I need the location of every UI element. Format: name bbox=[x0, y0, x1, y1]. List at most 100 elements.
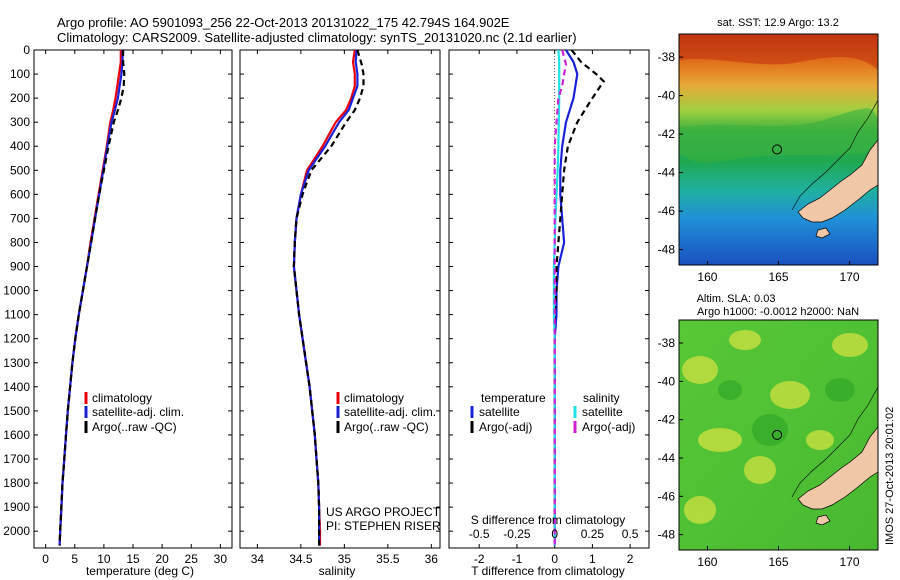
sla-map-title-line-1: Altim. SLA: 0.03 bbox=[697, 293, 776, 305]
sst-float-marker bbox=[772, 144, 783, 155]
sla-map bbox=[679, 320, 878, 550]
x-tick-label: -2 bbox=[474, 552, 485, 566]
y-tick-label: 800 bbox=[10, 235, 30, 249]
y-tick-label: 700 bbox=[10, 211, 30, 225]
x-tick-label: 36 bbox=[425, 552, 439, 566]
x-tick-label: 35.5 bbox=[376, 552, 400, 566]
x-tick-label: 30 bbox=[214, 552, 228, 566]
map-x-tick-label: 165 bbox=[768, 270, 788, 284]
y-tick-label: 1700 bbox=[3, 452, 30, 466]
legend-s-satellite-label: satellite bbox=[582, 405, 623, 419]
x-tick-label: 34.5 bbox=[289, 552, 313, 566]
x-tick-label: 0 bbox=[551, 552, 558, 566]
s-difference-label: S difference from climatology bbox=[471, 513, 626, 527]
legend-climatology-label: climatology bbox=[92, 391, 152, 405]
y-tick-label: 600 bbox=[10, 187, 30, 201]
map-y-tick-label: -38 bbox=[658, 336, 676, 350]
x-tick-label: 0 bbox=[42, 552, 49, 566]
salinity-xlabel: salinity bbox=[319, 564, 356, 578]
map-y-tick-label: -44 bbox=[658, 451, 676, 465]
series-line-argo-raw-qc- bbox=[292, 49, 365, 546]
x-tick-label: 34 bbox=[251, 552, 265, 566]
y-tick-label: 1400 bbox=[3, 380, 30, 394]
s-tick-label: -0.25 bbox=[503, 527, 531, 541]
y-tick-label: 1900 bbox=[3, 500, 30, 514]
x-tick-label: 25 bbox=[185, 552, 199, 566]
difference-legend: temperature salinity satellite Argo(-adj… bbox=[470, 391, 635, 434]
y-tick-label: 300 bbox=[10, 115, 30, 129]
map-y-tick-label: -46 bbox=[658, 489, 676, 503]
series-line-temperature-argo-adj- bbox=[553, 49, 606, 546]
map-y-tick-label: -40 bbox=[658, 374, 676, 388]
y-tick-label: 900 bbox=[10, 260, 30, 274]
legend-t-satellite-label: satellite bbox=[479, 405, 520, 419]
sst-map-ticks: 160 165 170 -38 -40 -42 -44 -46 -48 bbox=[658, 50, 860, 284]
salinity-legend: climatology satellite-adj. clim. Argo(..… bbox=[336, 391, 436, 434]
series-line-salinity-argo-adj- bbox=[553, 49, 568, 546]
y-tick-label: 500 bbox=[10, 163, 30, 177]
x-tick-label: 35 bbox=[338, 552, 352, 566]
land-stewart-island bbox=[815, 514, 831, 526]
map-x-tick-label: 160 bbox=[697, 270, 717, 284]
x-tick-label: 1 bbox=[589, 552, 596, 566]
map-x-tick-label: 170 bbox=[840, 555, 860, 569]
project-annotation-line-2: PI: STEPHEN RISER bbox=[326, 519, 441, 533]
legend-satellite-label: satellite-adj. clim. bbox=[344, 405, 436, 419]
x-tick-label: 10 bbox=[97, 552, 111, 566]
sla-low-blobs bbox=[718, 378, 855, 446]
map-x-tick-label: 160 bbox=[697, 555, 717, 569]
series-line-climatology bbox=[292, 49, 356, 546]
temperature-axes: 0100200300400500600700800900100011001200… bbox=[3, 43, 233, 566]
imos-timestamp: IMOS 27-Oct-2013 20:01:02 bbox=[884, 407, 896, 545]
t-difference-xlabel: T difference from climatology bbox=[471, 564, 625, 578]
y-tick-label: 200 bbox=[10, 91, 30, 105]
s-difference-tick-labels: -0.5 -0.25 0 0.25 0.5 bbox=[469, 527, 639, 541]
sst-mid-band bbox=[679, 108, 878, 163]
map-y-tick-label: -42 bbox=[658, 413, 676, 427]
coast-contour bbox=[791, 386, 878, 498]
x-tick-label: 2 bbox=[627, 552, 634, 566]
s-tick-label: 0.25 bbox=[581, 527, 605, 541]
x-tick-label: 15 bbox=[126, 552, 140, 566]
legend-temperature-title: temperature bbox=[481, 391, 546, 405]
y-tick-label: 1500 bbox=[3, 404, 30, 418]
map-y-tick-label: -48 bbox=[658, 243, 676, 257]
temperature-xlabel: temperature (deg C) bbox=[86, 564, 194, 578]
y-tick-label: 1100 bbox=[4, 308, 30, 322]
x-tick-label: 5 bbox=[71, 552, 78, 566]
y-tick-label: 1800 bbox=[3, 476, 30, 490]
sst-map bbox=[679, 34, 878, 265]
y-tick-label: 2000 bbox=[3, 524, 30, 538]
salinity-axes: 34 34.5 35 35.5 36 bbox=[239, 49, 441, 566]
sla-float-marker bbox=[772, 429, 783, 440]
axes-frame bbox=[448, 49, 650, 549]
header-line-1: Argo profile: AO 5901093_256 22-Oct-2013… bbox=[57, 15, 510, 30]
sla-anomaly-blobs bbox=[682, 330, 868, 524]
coast-contour bbox=[791, 99, 878, 211]
x-tick-label: -1 bbox=[512, 552, 523, 566]
legend-argo-label: Argo(..raw -QC) bbox=[344, 420, 429, 434]
s-tick-label: 0 bbox=[551, 527, 558, 541]
y-tick-label: 0 bbox=[23, 43, 30, 57]
y-tick-label: 100 bbox=[10, 67, 30, 81]
land-south-island bbox=[797, 139, 878, 223]
y-tick-label: 1000 bbox=[3, 284, 30, 298]
series-line-satellite-adj-clim- bbox=[292, 49, 359, 546]
project-annotation-line-1: US ARGO PROJECT bbox=[326, 505, 441, 519]
s-tick-label: -0.5 bbox=[469, 527, 490, 541]
map-y-tick-label: -44 bbox=[658, 166, 676, 180]
axes-frame bbox=[239, 49, 441, 549]
y-tick-label: 1300 bbox=[3, 356, 30, 370]
legend-argo-label: Argo(..raw -QC) bbox=[92, 420, 177, 434]
y-tick-label: 1200 bbox=[3, 332, 30, 346]
land-south-island bbox=[797, 426, 878, 510]
map-y-tick-label: -40 bbox=[658, 89, 676, 103]
map-y-tick-label: -48 bbox=[658, 528, 676, 542]
legend-t-argo-label: Argo(-adj) bbox=[479, 420, 532, 434]
y-tick-label: 400 bbox=[10, 139, 30, 153]
legend-climatology-label: climatology bbox=[344, 391, 404, 405]
map-x-tick-label: 170 bbox=[840, 270, 860, 284]
legend-satellite-label: satellite-adj. clim. bbox=[92, 405, 184, 419]
x-tick-label: 20 bbox=[155, 552, 169, 566]
